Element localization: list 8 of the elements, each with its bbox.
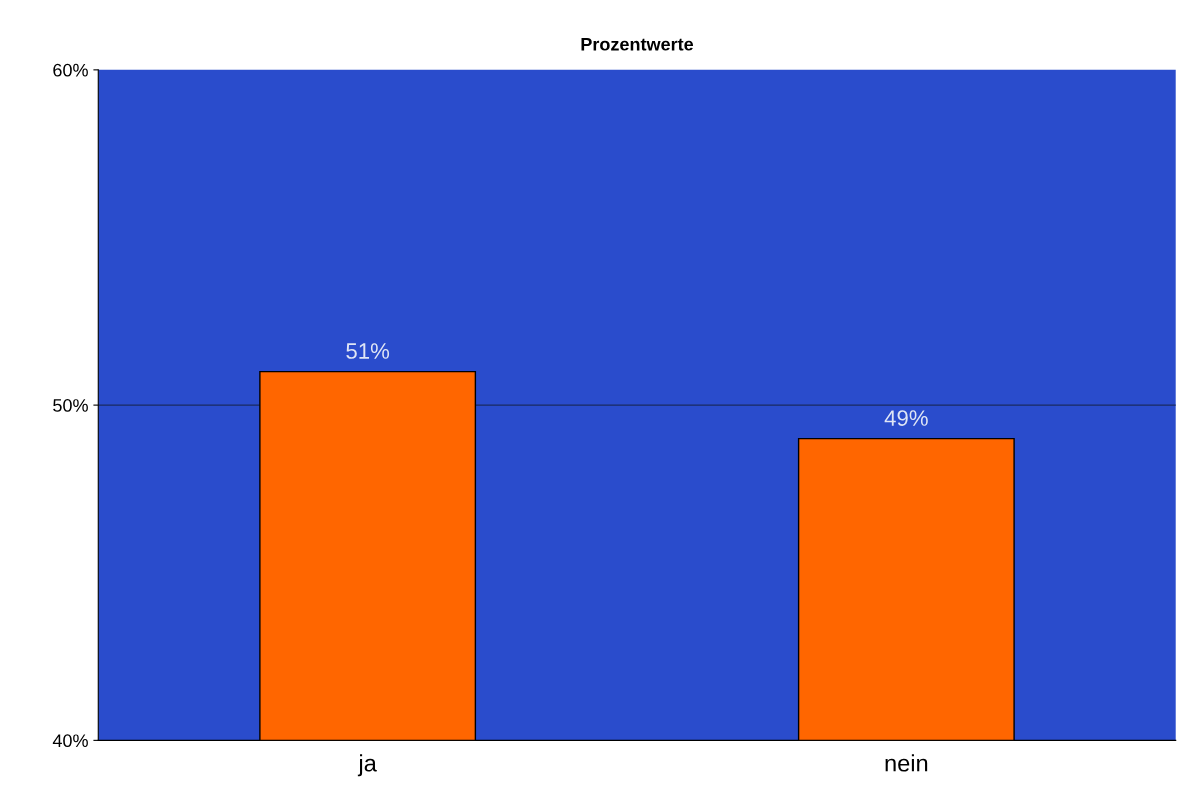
chart-title: Prozentwerte — [581, 37, 694, 51]
x-tick-label: nein — [885, 754, 928, 772]
data-label: 51% — [346, 343, 390, 359]
y-tick-label: 50% — [53, 399, 88, 412]
x-tick-label: ja — [357, 754, 377, 777]
y-tick-label: 60% — [53, 63, 88, 77]
data-label: 49% — [884, 410, 928, 426]
y-tick-label: 40% — [52, 734, 88, 748]
